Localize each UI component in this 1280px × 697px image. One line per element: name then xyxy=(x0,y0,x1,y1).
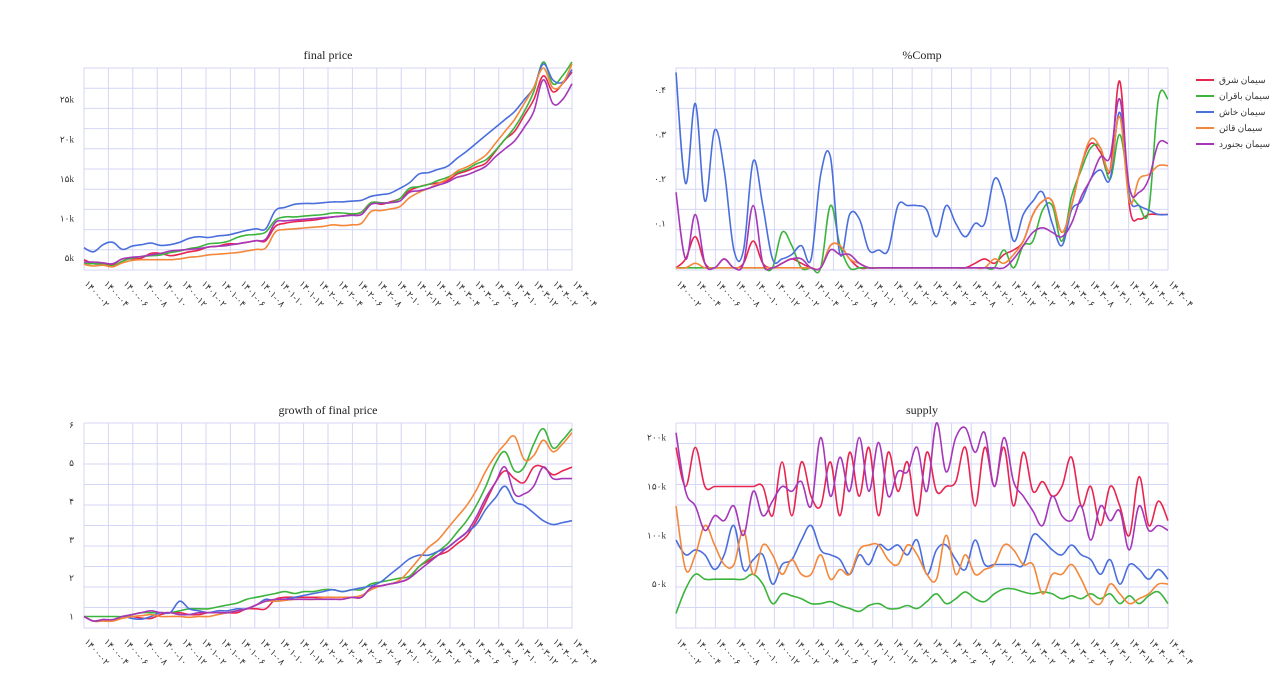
y-tick-label: ۱۰۰k xyxy=(647,530,667,540)
chart-panel-2: %Comp۰.۱۰.۲۰.۳۰.۴۱۴۰۰-۰۲۱۴۰۰-۰۴۱۴۰۰-۰۶۱۴… xyxy=(654,48,1195,309)
series-line xyxy=(83,466,572,623)
chart-panel-1: final price۵k۱۰k۱۵k۲۰k۲۵k۱۴۰۰-۰۲۱۴۰۰-۰۴۱… xyxy=(60,48,600,309)
legend-label: سیمان بجنورد xyxy=(1219,139,1270,150)
series-line xyxy=(675,446,1169,537)
series-line xyxy=(675,98,1169,271)
y-tick-label: ۰.۳ xyxy=(654,130,666,140)
series-line xyxy=(83,63,573,268)
grid xyxy=(675,422,1169,629)
legend-label: سیمان خاش xyxy=(1219,107,1265,118)
series-line xyxy=(675,72,1169,265)
y-tick-label: ۵۰k xyxy=(652,579,667,589)
y-tick-label: ۲۰۰k xyxy=(647,433,667,443)
series-line xyxy=(675,422,1169,551)
y-tick-label: ۰.۴ xyxy=(654,85,666,95)
legend-label: سیمان قائن xyxy=(1219,123,1262,134)
legend-label: سیمان باقران xyxy=(1219,91,1270,102)
series-line xyxy=(675,573,1169,614)
y-tick-label: ۲ xyxy=(69,573,74,583)
grid xyxy=(83,67,573,271)
y-tick-label: ۵ xyxy=(69,458,74,468)
series-line xyxy=(83,79,573,265)
chart-title: %Comp xyxy=(902,48,941,62)
legend-item[interactable]: سیمان خاش xyxy=(1196,107,1265,118)
chart-title: final price xyxy=(304,48,353,62)
series-line xyxy=(83,61,573,267)
series-line xyxy=(83,432,573,623)
series-line xyxy=(675,505,1169,606)
y-tick-label: ۰.۲ xyxy=(654,174,666,184)
y-tick-label: ۶ xyxy=(69,420,74,430)
chart-title: growth of final price xyxy=(279,403,378,417)
y-tick-label: ۱۰k xyxy=(60,214,75,224)
legend-item[interactable]: سیمان بجنورد xyxy=(1196,139,1270,150)
grid xyxy=(83,422,573,629)
y-tick-label: ۵k xyxy=(65,253,75,263)
y-tick-label: ۳ xyxy=(69,535,74,545)
grid xyxy=(675,67,1169,271)
chart-panel-3: growth of final price۱۲۳۴۵۶۱۴۰۰-۰۲۱۴۰۰-۰… xyxy=(69,403,599,667)
y-tick-label: ۰.۱ xyxy=(654,218,666,228)
chart-panel-4: supply۵۰k۱۰۰k۱۵۰k۲۰۰k۱۴۰۰-۰۲۱۴۰۰-۰۴۱۴۰۰-… xyxy=(647,403,1195,667)
y-tick-label: ۲۰k xyxy=(60,134,75,144)
legend-item[interactable]: سیمان قائن xyxy=(1196,123,1262,134)
legend-item[interactable]: سیمان شرق xyxy=(1196,75,1266,86)
legend: سیمان شرق سیمان باقران سیمان خاش سیمان قائن… xyxy=(1196,75,1270,150)
y-tick-label: ۱۵۰k xyxy=(647,481,667,491)
legend-item[interactable]: سیمان باقران xyxy=(1196,91,1270,102)
y-tick-label: ۱۵k xyxy=(60,174,75,184)
y-tick-label: ۱ xyxy=(69,612,74,622)
series-line xyxy=(83,63,573,253)
y-tick-label: ۴ xyxy=(69,497,74,507)
chart-title: supply xyxy=(906,403,938,417)
y-tick-label: ۲۵k xyxy=(60,95,75,105)
legend-label: سیمان شرق xyxy=(1219,75,1266,86)
series-line xyxy=(675,524,1169,585)
